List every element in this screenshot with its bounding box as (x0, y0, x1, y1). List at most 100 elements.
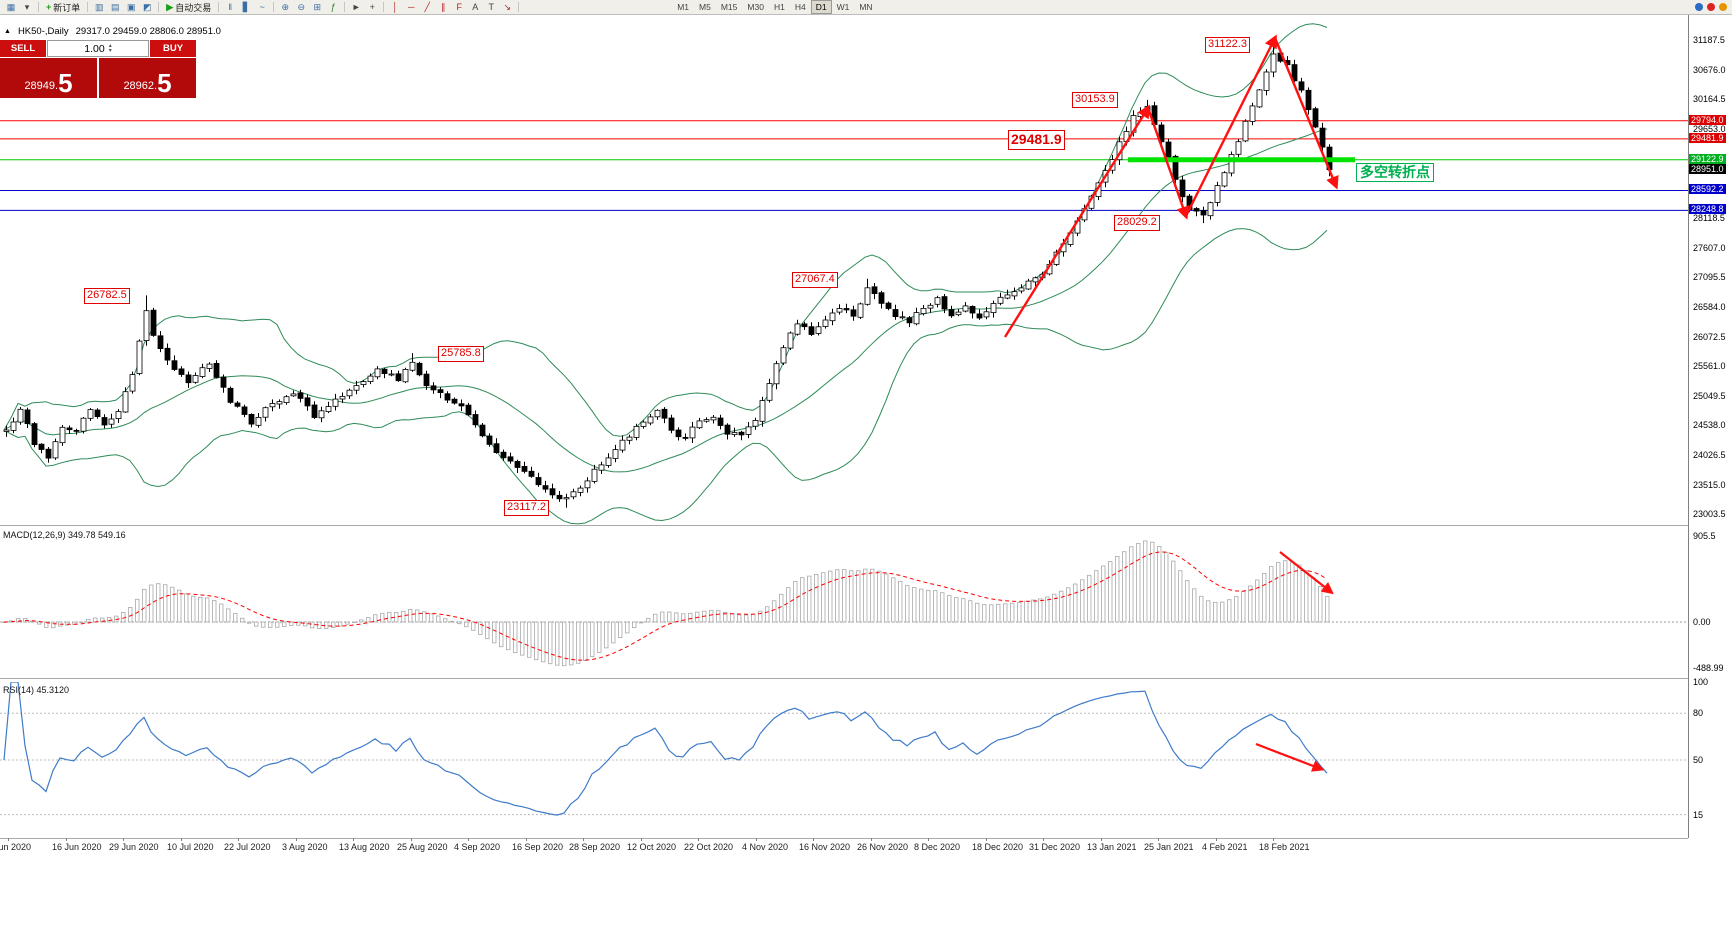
callout-23117-2[interactable]: 23117.2 (504, 500, 549, 516)
callout-26782-5[interactable]: 26782.5 (84, 288, 130, 304)
candle (507, 456, 514, 462)
label-icon[interactable]: T (488, 2, 494, 12)
callout-30153-9[interactable]: 30153.9 (1072, 92, 1118, 108)
horizontal-line-icon[interactable]: ─ (408, 2, 415, 12)
candle (542, 485, 549, 490)
timeframe-button-m1[interactable]: M1 (677, 2, 690, 12)
macd-rsi-separator[interactable] (0, 678, 1688, 679)
timeframe-button-m30[interactable]: M30 (747, 2, 764, 12)
indicators-icon[interactable]: ƒ (330, 2, 336, 12)
time-axis[interactable]: Jun 2020 16 Jun 2020 29 Jun 2020 10 Jul 202… (0, 838, 1688, 856)
arrows-icon[interactable]: ↘ (503, 2, 511, 12)
chart-dropdown-icon[interactable]: ▾ (24, 2, 30, 12)
volume-down-button[interactable]: ▾ (108, 47, 112, 54)
candle (584, 480, 591, 489)
update-icon[interactable] (1719, 3, 1727, 11)
candle (626, 436, 633, 441)
new-order-button[interactable]: + 新订单 (42, 1, 84, 14)
pivot-note-label[interactable]: 多空转折点 (1356, 163, 1434, 182)
candle (220, 376, 227, 388)
macd-histogram-bar (79, 621, 84, 623)
sell-button[interactable]: SELL (0, 40, 46, 57)
candle (10, 421, 17, 431)
macd-histogram-bar (163, 584, 168, 623)
time-axis-label: 13 Aug 2020 (339, 842, 390, 852)
main-price-chart[interactable] (0, 14, 1688, 525)
timeframe-button-d1[interactable]: D1 (810, 0, 832, 14)
candle (213, 362, 220, 378)
time-axis-tick (698, 838, 699, 841)
candle (892, 309, 899, 317)
timeframe-button-m15[interactable]: M15 (720, 2, 738, 12)
macd-histogram-bar (1066, 587, 1071, 623)
trend-arrow (1273, 37, 1339, 190)
trendline-icon[interactable]: ╱ (424, 2, 430, 12)
candlestick-icon[interactable]: ▋ (242, 2, 250, 12)
macd-pane[interactable] (0, 527, 1688, 676)
crosshair-icon[interactable]: + (369, 2, 375, 12)
channel-icon[interactable]: ∥ (440, 2, 446, 12)
zoom-out-icon[interactable]: ⊖ (297, 2, 305, 12)
macd-histogram-bar (639, 621, 644, 624)
alert-icon[interactable] (1707, 3, 1715, 11)
fibonacci-icon[interactable]: F (456, 2, 462, 12)
macd-histogram-bar (632, 621, 637, 628)
macd-histogram-bar (835, 569, 840, 623)
time-axis-label: 13 Jan 2021 (1087, 842, 1137, 852)
main-macd-separator[interactable] (0, 525, 1688, 526)
macd-histogram-bar (1122, 551, 1127, 623)
profiles-icon[interactable]: ▤ (111, 2, 120, 12)
navigator-icon[interactable]: ◩ (143, 2, 152, 12)
cursor-icon[interactable]: ► (351, 2, 361, 12)
charts-icon[interactable]: ▥ (95, 2, 104, 12)
line-chart-icon[interactable]: ~ (259, 2, 265, 12)
autotrade-button[interactable]: ▶ 自动交易 (162, 1, 215, 14)
volume-field[interactable]: 1.00 ▴ ▾ (47, 40, 149, 57)
rsi-line (3, 682, 1328, 816)
vertical-line-icon[interactable]: │ (392, 2, 399, 12)
toolbar-gap (522, 7, 672, 8)
timeframe-button-m5[interactable]: M5 (699, 2, 711, 12)
macd-histogram-bar (653, 613, 658, 623)
text-icon[interactable]: A (472, 2, 479, 12)
macd-histogram-bar (1038, 598, 1043, 623)
zoom-in-icon[interactable]: ⊕ (281, 2, 289, 12)
sell-price-panel[interactable]: 28949. 5 (0, 58, 97, 98)
candle (24, 409, 31, 424)
macd-histogram-bar (667, 611, 672, 623)
bar-chart-icon[interactable]: ‖ (228, 2, 233, 12)
macd-histogram-bar (597, 621, 602, 653)
candle (878, 292, 885, 304)
candle (808, 326, 815, 335)
callout-25785-8[interactable]: 25785.8 (438, 346, 484, 362)
callout-27067-4[interactable]: 27067.4 (792, 272, 838, 288)
macd-histogram-bar (1283, 560, 1288, 623)
buy-price-panel[interactable]: 28962. 5 (99, 58, 196, 98)
price-axis-separator (1688, 14, 1689, 838)
level-label-29481-9[interactable]: 29481.9 (1008, 130, 1065, 150)
notification-icon[interactable] (1695, 3, 1703, 11)
macd-histogram-bar (856, 570, 861, 623)
timeframe-button-h4[interactable]: H4 (794, 2, 806, 12)
timeframe-button-w1[interactable]: W1 (836, 2, 850, 12)
callout-28029-2[interactable]: 28029.2 (1114, 215, 1160, 231)
candle (983, 311, 990, 318)
market-watch-icon[interactable]: ▣ (127, 2, 136, 12)
trend-arrow (1146, 107, 1190, 220)
macd-histogram-bar (555, 621, 560, 666)
candle (227, 387, 234, 403)
volume-up-button[interactable]: ▴ (108, 42, 112, 49)
new-chart-icon[interactable]: ▦ (6, 2, 16, 12)
rsi-pane[interactable] (0, 682, 1688, 838)
candle (703, 419, 710, 422)
macd-histogram-bar (499, 621, 504, 648)
candle (941, 296, 948, 310)
macd-indicator-label: MACD(12,26,9) 349.78 549.16 (3, 530, 126, 540)
buy-button[interactable]: BUY (150, 40, 196, 57)
callout-31122-3[interactable]: 31122.3 (1205, 37, 1250, 53)
timeframe-button-h1[interactable]: H1 (773, 2, 785, 12)
timeframe-button-mn[interactable]: MN (859, 2, 873, 12)
macd-histogram-bar (128, 607, 133, 623)
tile-windows-icon[interactable]: ⊞ (313, 2, 321, 12)
price-axis[interactable]: 31187.5 30676.0 30164.5 29653.0 28118.5 27607… (1689, 0, 1732, 940)
